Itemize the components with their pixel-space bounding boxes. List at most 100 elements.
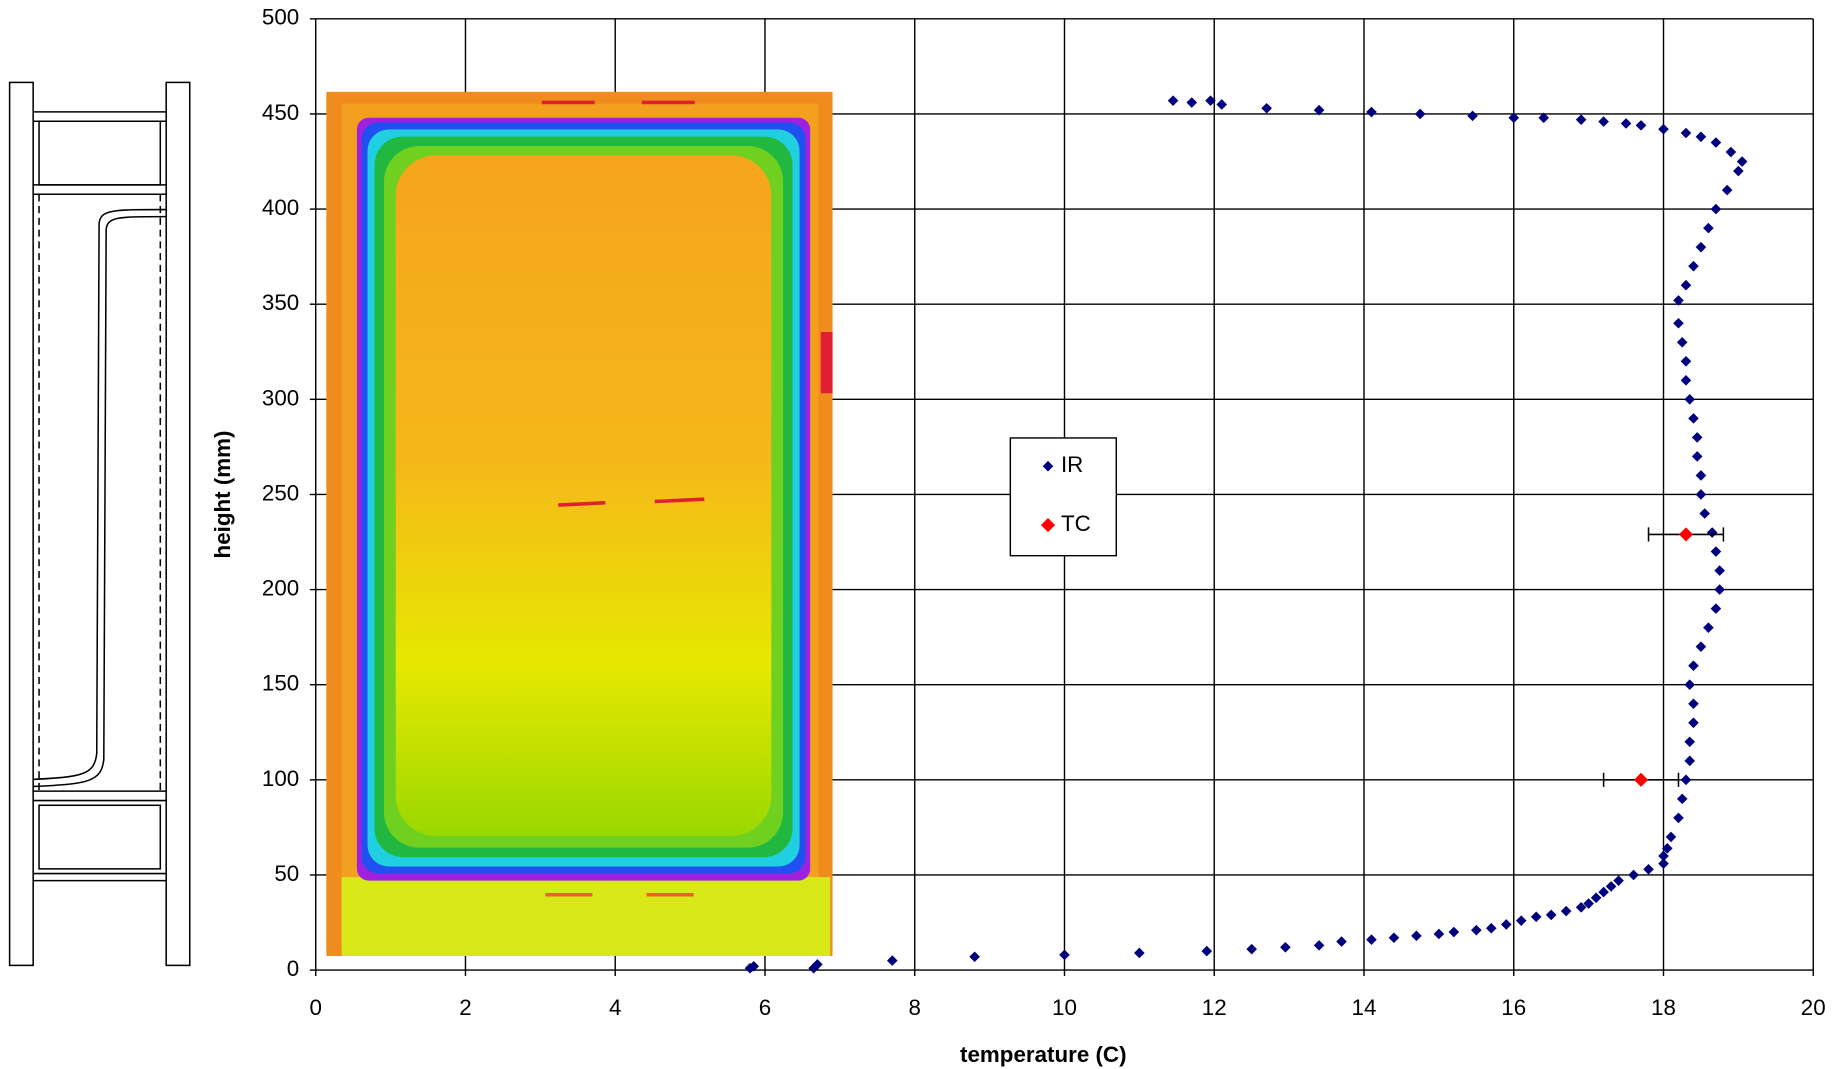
point — [1449, 927, 1460, 938]
point — [1696, 470, 1707, 481]
y-tick-label: 100 — [262, 766, 299, 791]
x-tick-label: 14 — [1352, 995, 1377, 1020]
point — [1684, 756, 1695, 767]
point — [1714, 584, 1725, 595]
point — [1059, 950, 1070, 961]
point — [1134, 948, 1145, 959]
point — [1684, 679, 1695, 690]
point — [1688, 261, 1699, 272]
point — [1613, 875, 1624, 886]
point — [1658, 124, 1669, 135]
point — [1628, 870, 1639, 881]
point — [1684, 394, 1695, 405]
point — [1666, 832, 1677, 843]
point — [1696, 242, 1707, 253]
point — [1591, 893, 1602, 904]
point — [1531, 912, 1542, 923]
legend: IRTC — [1010, 438, 1116, 556]
point — [1677, 337, 1688, 348]
chart: 0246810121416182005010015020025030035040… — [0, 0, 1837, 1069]
y-tick-label: 300 — [262, 385, 299, 410]
point — [1714, 565, 1725, 576]
point — [1692, 432, 1703, 443]
x-tick-label: 16 — [1501, 995, 1526, 1020]
point — [1261, 103, 1272, 114]
point — [1636, 120, 1647, 131]
point — [1733, 166, 1744, 177]
point — [1673, 318, 1684, 329]
point — [1707, 527, 1718, 538]
point — [1634, 773, 1648, 787]
point — [1692, 451, 1703, 462]
point — [1246, 944, 1257, 955]
y-tick-label: 350 — [262, 290, 299, 315]
point — [1681, 280, 1692, 291]
y-tick-label: 200 — [262, 576, 299, 601]
point — [1606, 881, 1617, 892]
point — [1696, 641, 1707, 652]
y-axis-title: height (mm) — [210, 431, 235, 559]
point — [1336, 936, 1347, 947]
y-tick-label: 450 — [262, 100, 299, 125]
point — [1471, 925, 1482, 936]
point — [1366, 107, 1377, 118]
x-tick-label: 18 — [1651, 995, 1676, 1020]
point — [1516, 915, 1527, 926]
point — [1280, 942, 1291, 953]
point — [1576, 114, 1587, 125]
y-tick-label: 150 — [262, 671, 299, 696]
y-tick-label: 400 — [262, 195, 299, 220]
point — [1722, 185, 1733, 196]
point — [1699, 508, 1710, 519]
point — [1681, 356, 1692, 367]
point — [1598, 116, 1609, 127]
point — [1737, 156, 1748, 167]
point — [1546, 910, 1557, 921]
point — [969, 951, 980, 962]
point — [1598, 887, 1609, 898]
y-tick-label: 500 — [262, 5, 299, 30]
marks — [745, 95, 1748, 973]
x-tick-label: 6 — [759, 995, 771, 1020]
point — [1467, 111, 1478, 122]
point — [1688, 413, 1699, 424]
point — [1216, 99, 1227, 110]
x-tick-label: 2 — [459, 995, 471, 1020]
x-tick-label: 4 — [609, 995, 621, 1020]
point — [1411, 931, 1422, 942]
point — [1186, 97, 1197, 108]
point — [1688, 660, 1699, 671]
point — [1486, 923, 1497, 934]
point — [1679, 527, 1693, 541]
legend-label: IR — [1061, 452, 1083, 477]
x-tick-label: 8 — [909, 995, 921, 1020]
point — [1201, 946, 1212, 957]
point — [1703, 223, 1714, 234]
point — [1366, 934, 1377, 945]
point — [1711, 137, 1722, 148]
point — [1726, 147, 1737, 158]
point — [1681, 775, 1692, 786]
point — [1621, 118, 1632, 129]
x-tick-label: 0 — [309, 995, 321, 1020]
y-tick-label: 0 — [287, 956, 299, 981]
y-tick-label: 50 — [274, 861, 299, 886]
point — [1711, 546, 1722, 557]
point — [1677, 794, 1688, 805]
point — [1434, 929, 1445, 940]
x-tick-label: 10 — [1052, 995, 1077, 1020]
point — [1688, 717, 1699, 728]
point — [1673, 813, 1684, 824]
x-tick-label: 20 — [1801, 995, 1826, 1020]
point — [1696, 131, 1707, 142]
point — [1711, 603, 1722, 614]
point — [1688, 698, 1699, 709]
point — [1703, 622, 1714, 633]
schematic — [10, 82, 190, 965]
point — [1711, 204, 1722, 215]
point — [1314, 940, 1325, 951]
point — [1684, 737, 1695, 748]
point — [1561, 906, 1572, 917]
point — [1696, 489, 1707, 500]
y-tick-label: 250 — [262, 480, 299, 505]
